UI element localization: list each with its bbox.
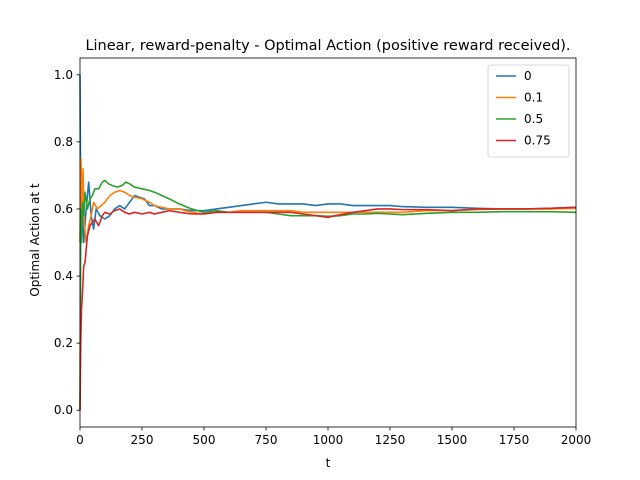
axes-layer: 0 250 500 750 1000 1250 1500 1750 2000 0.0 0.2 0.4 0… [54,57,592,447]
x-axis-label: t [326,456,331,470]
y-axis-label: Optimal Action at t [28,183,42,297]
series-layer [79,74,577,411]
y-tick-label: 1.0 [54,68,73,82]
legend-label-2: 0.5 [524,112,543,126]
x-tick-label: 1250 [375,433,406,447]
legend-label-1: 0.1 [524,91,543,105]
x-tick-label: 500 [193,433,216,447]
y-tick-label: 0.4 [54,269,73,283]
x-tick-label: 1000 [313,433,344,447]
y-tick-label: 0.2 [54,336,73,350]
legend-label-0: 0 [524,69,532,83]
series-line-2 [79,179,577,411]
x-tick-label: 1750 [499,433,530,447]
x-tick-label: 250 [131,433,154,447]
y-tick-label: 0.6 [54,202,73,216]
series-line-1 [79,157,577,244]
y-tick-label: 0.8 [54,135,73,149]
legend-label-3: 0.75 [524,134,551,148]
y-tick-label: 0.0 [54,403,73,417]
x-tick-label: 0 [76,433,84,447]
legend: 0 0.1 0.5 0.75 [487,64,570,158]
x-tick-label: 750 [255,433,278,447]
series-line-0 [79,74,577,244]
x-tick-label: 2000 [561,433,592,447]
x-tick-label: 1500 [437,433,468,447]
chart-title: Linear, reward-penalty - Optimal Action … [85,38,570,54]
series-line-3 [79,206,577,411]
legend-box [487,64,570,158]
